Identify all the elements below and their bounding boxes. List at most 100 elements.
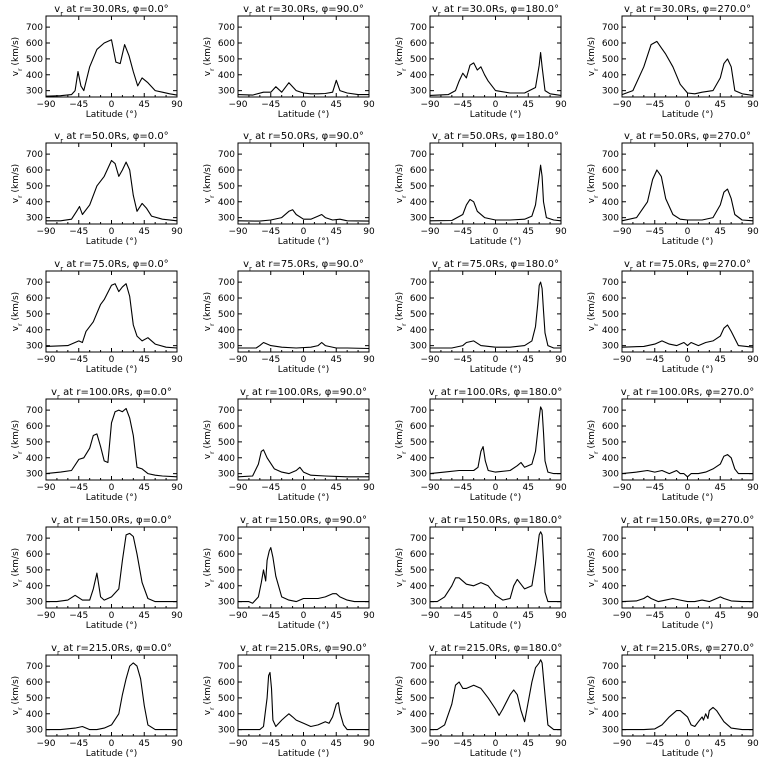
x-tick-label: −90 — [613, 611, 632, 621]
title-phi: φ=0.0° — [136, 387, 172, 398]
y-tick-label: 300 — [602, 214, 619, 224]
panel-title: vr at r=30.0Rs, φ=90.0° — [243, 4, 364, 18]
title-v: v — [243, 131, 249, 142]
ylabel-unit: (km/s) — [11, 676, 21, 708]
ylabel-subscript: r — [593, 195, 600, 198]
y-tick-label: 300 — [218, 214, 235, 224]
ylabel-subscript: r — [209, 68, 216, 71]
y-tick-label: 600 — [218, 39, 235, 49]
ylabel-v: v — [587, 325, 597, 331]
y-tick-label: 600 — [602, 294, 619, 304]
title-subscript: r — [60, 10, 63, 18]
x-tick-label: 90 — [747, 611, 759, 621]
y-tick-label: 300 — [410, 726, 427, 736]
x-tick-label: 0 — [301, 227, 307, 237]
y-tick-label: 600 — [26, 422, 43, 432]
ylabel-v: v — [587, 70, 597, 76]
plot-frame — [45, 142, 178, 225]
ylabel-unit: (km/s) — [203, 164, 213, 196]
y-tick-label: 400 — [26, 198, 43, 208]
x-tick-label: 45 — [331, 611, 342, 621]
y-tick-label: 700 — [26, 23, 43, 33]
ylabel-v: v — [395, 197, 405, 203]
series-line — [622, 706, 753, 731]
panel-title: vr at r=215.0Rs, φ=90.0° — [240, 643, 367, 657]
plot-frame — [621, 15, 754, 98]
series-line — [621, 595, 753, 603]
y-axis-label: vr (km/s) — [11, 676, 24, 715]
title-v: v — [51, 643, 57, 654]
x-tick-label: 0 — [301, 739, 307, 749]
panel-r0-c3: vr at r=30.0Rs, φ=270.0°−90 −45 0 45 9030040… — [587, 4, 759, 120]
x-axis-label: Latitude (°) — [470, 365, 521, 375]
title-v: v — [51, 515, 57, 526]
y-tick-label: 400 — [218, 71, 235, 81]
title-phi: φ=90.0° — [322, 4, 364, 15]
x-tick-label: −90 — [421, 739, 440, 749]
y-axis-label: vr (km/s) — [395, 548, 408, 587]
x-axis-label: Latitude (°) — [86, 749, 137, 759]
y-tick-label: 600 — [26, 294, 43, 304]
x-tick-label: −45 — [69, 355, 88, 365]
x-tick-label: −90 — [613, 483, 632, 493]
title-radius: at r=30.0Rs, — [633, 4, 703, 15]
x-tick-label: −90 — [421, 483, 440, 493]
x-tick-label: 90 — [747, 227, 759, 237]
y-axis-label: vr (km/s) — [203, 548, 216, 587]
title-radius: at r=100.0Rs, — [60, 387, 136, 398]
ylabel-subscript: r — [401, 68, 408, 71]
title-phi: φ=180.0° — [514, 643, 563, 654]
y-tick-label: 500 — [26, 182, 43, 192]
y-tick-label: 700 — [218, 23, 235, 33]
x-axis-label: Latitude (°) — [470, 237, 521, 247]
x-tick-label: −90 — [229, 483, 248, 493]
ylabel-subscript: r — [593, 323, 600, 326]
title-subscript: r — [57, 521, 60, 529]
y-tick-label: 400 — [602, 582, 619, 592]
x-axis-label: Latitude (°) — [278, 749, 329, 759]
y-tick-label: 500 — [410, 566, 427, 576]
ylabel-subscript: r — [593, 707, 600, 710]
title-v: v — [240, 515, 246, 526]
y-axis-label: vr (km/s) — [587, 420, 600, 459]
title-v: v — [621, 515, 627, 526]
title-v: v — [432, 131, 438, 142]
panel-title: vr at r=50.0Rs, φ=270.0° — [624, 131, 751, 145]
x-axis-label: Latitude (°) — [86, 493, 137, 503]
y-tick-label: 700 — [26, 278, 43, 288]
y-axis-label: vr (km/s) — [203, 420, 216, 459]
x-tick-label: 90 — [555, 739, 567, 749]
x-tick-label: −90 — [613, 739, 632, 749]
ylabel-unit: (km/s) — [395, 164, 405, 196]
y-tick-label: 600 — [218, 678, 235, 688]
y-axis-label: vr (km/s) — [203, 676, 216, 715]
ylabel-subscript: r — [209, 579, 216, 582]
y-tick-label: 600 — [602, 39, 619, 49]
y-tick-label: 400 — [410, 710, 427, 720]
plot-frame — [621, 654, 754, 737]
ylabel-subscript: r — [209, 195, 216, 198]
y-axis-label: vr (km/s) — [11, 37, 24, 76]
x-tick-label: −90 — [421, 611, 440, 621]
plot-frame — [621, 142, 754, 225]
x-tick-label: 45 — [139, 483, 150, 493]
x-tick-label: −90 — [37, 611, 56, 621]
x-tick-label: 90 — [171, 483, 183, 493]
y-axis-label: vr (km/s) — [203, 164, 216, 203]
y-tick-label: 300 — [218, 342, 235, 352]
title-phi: φ=90.0° — [325, 515, 367, 526]
title-phi: φ=90.0° — [325, 387, 367, 398]
y-tick-label: 300 — [602, 470, 619, 480]
title-radius: at r=215.0Rs, — [249, 643, 325, 654]
y-tick-label: 400 — [218, 582, 235, 592]
panel-r2-c0: vr at r=75.0Rs, φ=0.0°−90 −45 0 45 903004005… — [11, 259, 183, 375]
panel-title: vr at r=215.0Rs, φ=270.0° — [621, 643, 754, 657]
series-line — [45, 283, 178, 349]
x-tick-label: 0 — [109, 227, 115, 237]
x-tick-label: 0 — [301, 483, 307, 493]
title-radius: at r=150.0Rs, — [438, 515, 514, 526]
title-radius: at r=150.0Rs, — [60, 515, 136, 526]
y-tick-label: 500 — [410, 310, 427, 320]
panel-title: vr at r=30.0Rs, φ=270.0° — [624, 4, 751, 18]
x-tick-label: 0 — [301, 100, 307, 110]
